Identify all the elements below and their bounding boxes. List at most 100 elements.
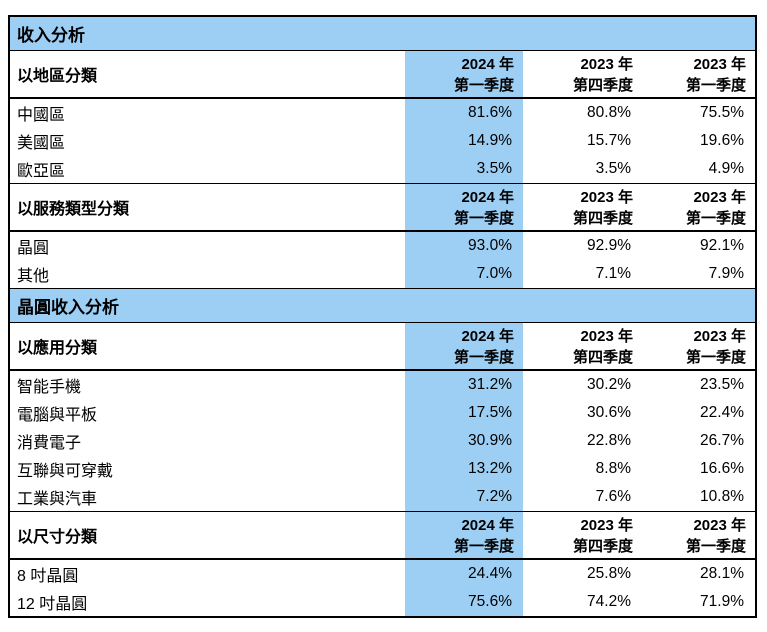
table-row: 美國區 14.9% 15.7% 19.6% (10, 127, 755, 155)
quarter-year: 2024 年 (461, 517, 514, 534)
value-2023-q1: 4.9% (708, 160, 744, 177)
row-label: 智能手機 (17, 379, 82, 396)
quarter-year: 2024 年 (461, 189, 514, 206)
value-2024-q1: 30.9% (405, 427, 523, 455)
quarter-period: 第一季度 (685, 538, 746, 555)
value-2023-q4: 15.7% (587, 132, 631, 149)
quarter-period: 第一季度 (453, 349, 514, 366)
row-label: 互聯與可穿戴 (17, 463, 114, 480)
column-header-row-by-size: 以尺寸分類 2024 年 第一季度 2023 年 第四季度 2023 年 第一季… (10, 512, 755, 560)
quarter-year: 2023 年 (580, 56, 633, 73)
quarter-period: 第一季度 (685, 349, 746, 366)
table-row: 智能手機 31.2% 30.2% 23.5% (10, 371, 755, 399)
value-2023-q4: 8.8% (595, 460, 631, 477)
value-2024-q1: 81.6% (405, 99, 523, 127)
quarter-year: 2023 年 (580, 189, 633, 206)
table-row: 8 吋晶圓 24.4% 25.8% 28.1% (10, 560, 755, 588)
row-label: 中國區 (17, 107, 66, 124)
quarter-year: 2023 年 (693, 517, 746, 534)
value-2023-q4: 22.8% (587, 432, 631, 449)
table-row: 晶圓 93.0% 92.9% 92.1% (10, 232, 755, 260)
category-header: 以應用分類 (17, 340, 98, 357)
value-2023-q4: 7.6% (595, 488, 631, 505)
quarter-period: 第一季度 (453, 538, 514, 555)
quarter-header-2024-q1: 2024 年 第一季度 (405, 512, 523, 558)
value-2024-q1: 13.2% (405, 455, 523, 483)
quarter-header-2024-q1: 2024 年 第一季度 (405, 323, 523, 369)
column-header-row-by-service-type: 以服務類型分類 2024 年 第一季度 2023 年 第四季度 2023 年 第… (10, 184, 755, 232)
value-2023-q1: 92.1% (700, 237, 744, 254)
quarter-period: 第四季度 (572, 210, 633, 227)
quarter-header-2023-q1: 2023 年 第一季度 (642, 184, 755, 230)
value-2024-q1: 17.5% (405, 399, 523, 427)
quarter-period: 第一季度 (453, 210, 514, 227)
table-row: 歐亞區 3.5% 3.5% 4.9% (10, 155, 755, 183)
value-2023-q1: 26.7% (700, 432, 744, 449)
quarter-header-2023-q4: 2023 年 第四季度 (523, 184, 642, 230)
table-row: 中國區 81.6% 80.8% 75.5% (10, 99, 755, 127)
quarter-period: 第四季度 (572, 349, 633, 366)
section-header-wafer-revenue-analysis: 晶圓收入分析 (10, 289, 755, 323)
table-row: 消費電子 30.9% 22.8% 26.7% (10, 427, 755, 455)
row-label: 消費電子 (17, 435, 82, 452)
row-label: 12 吋晶圓 (17, 596, 88, 613)
revenue-analysis-table: 收入分析 以地區分類 2024 年 第一季度 2023 年 第四季度 2023 … (8, 15, 757, 618)
value-2023-q1: 16.6% (700, 460, 744, 477)
table-row: 電腦與平板 17.5% 30.6% 22.4% (10, 399, 755, 427)
category-header: 以尺寸分類 (17, 529, 98, 546)
value-2023-q1: 71.9% (700, 593, 744, 610)
quarter-year: 2023 年 (580, 328, 633, 345)
table-row: 其他 7.0% 7.1% 7.9% (10, 260, 755, 288)
value-2023-q4: 92.9% (587, 237, 631, 254)
quarter-year: 2023 年 (693, 328, 746, 345)
value-2023-q4: 30.2% (587, 376, 631, 393)
value-2023-q1: 19.6% (700, 132, 744, 149)
category-header: 以地區分類 (17, 68, 98, 85)
quarter-header-2023-q1: 2023 年 第一季度 (642, 512, 755, 558)
quarter-header-2023-q4: 2023 年 第四季度 (523, 512, 642, 558)
table-row: 12 吋晶圓 75.6% 74.2% 71.9% (10, 588, 755, 616)
quarter-year: 2023 年 (693, 56, 746, 73)
value-2024-q1: 14.9% (405, 127, 523, 155)
quarter-period: 第一季度 (685, 77, 746, 94)
data-group-by-service-type: 晶圓 93.0% 92.9% 92.1% 其他 7.0% 7.1% 7.9% (10, 232, 755, 289)
quarter-header-2023-q1: 2023 年 第一季度 (642, 323, 755, 369)
value-2023-q1: 10.8% (700, 488, 744, 505)
value-2024-q1: 7.2% (405, 483, 523, 511)
column-header-row-by-application: 以應用分類 2024 年 第一季度 2023 年 第四季度 2023 年 第一季… (10, 323, 755, 371)
value-2023-q4: 7.1% (595, 265, 631, 282)
quarter-header-2023-q1: 2023 年 第一季度 (642, 51, 755, 97)
row-label: 8 吋晶圓 (17, 568, 79, 585)
row-label: 工業與汽車 (17, 491, 98, 508)
data-group-by-application: 智能手機 31.2% 30.2% 23.5% 電腦與平板 17.5% 30.6%… (10, 371, 755, 512)
row-label: 其他 (17, 268, 50, 285)
value-2023-q1: 22.4% (700, 404, 744, 421)
value-2023-q1: 28.1% (700, 565, 744, 582)
value-2023-q1: 75.5% (700, 104, 744, 121)
value-2023-q4: 74.2% (587, 593, 631, 610)
section-title: 收入分析 (17, 26, 85, 45)
quarter-period: 第一季度 (453, 77, 514, 94)
quarter-year: 2023 年 (580, 517, 633, 534)
quarter-header-2024-q1: 2024 年 第一季度 (405, 184, 523, 230)
section-header-revenue-analysis: 收入分析 (10, 17, 755, 51)
value-2024-q1: 7.0% (405, 260, 523, 288)
quarter-year: 2024 年 (461, 56, 514, 73)
row-label: 晶圓 (17, 240, 50, 257)
value-2023-q4: 30.6% (587, 404, 631, 421)
quarter-header-2023-q4: 2023 年 第四季度 (523, 51, 642, 97)
value-2024-q1: 31.2% (405, 371, 523, 399)
quarter-period: 第四季度 (572, 77, 633, 94)
value-2024-q1: 93.0% (405, 232, 523, 260)
value-2024-q1: 3.5% (405, 155, 523, 183)
table-row: 互聯與可穿戴 13.2% 8.8% 16.6% (10, 455, 755, 483)
data-group-by-size: 8 吋晶圓 24.4% 25.8% 28.1% 12 吋晶圓 75.6% 74.… (10, 560, 755, 616)
row-label: 電腦與平板 (17, 407, 98, 424)
value-2023-q4: 80.8% (587, 104, 631, 121)
quarter-year: 2024 年 (461, 328, 514, 345)
category-header: 以服務類型分類 (17, 201, 130, 218)
quarter-period: 第四季度 (572, 538, 633, 555)
quarter-year: 2023 年 (693, 189, 746, 206)
table-row: 工業與汽車 7.2% 7.6% 10.8% (10, 483, 755, 511)
quarter-header-2024-q1: 2024 年 第一季度 (405, 51, 523, 97)
